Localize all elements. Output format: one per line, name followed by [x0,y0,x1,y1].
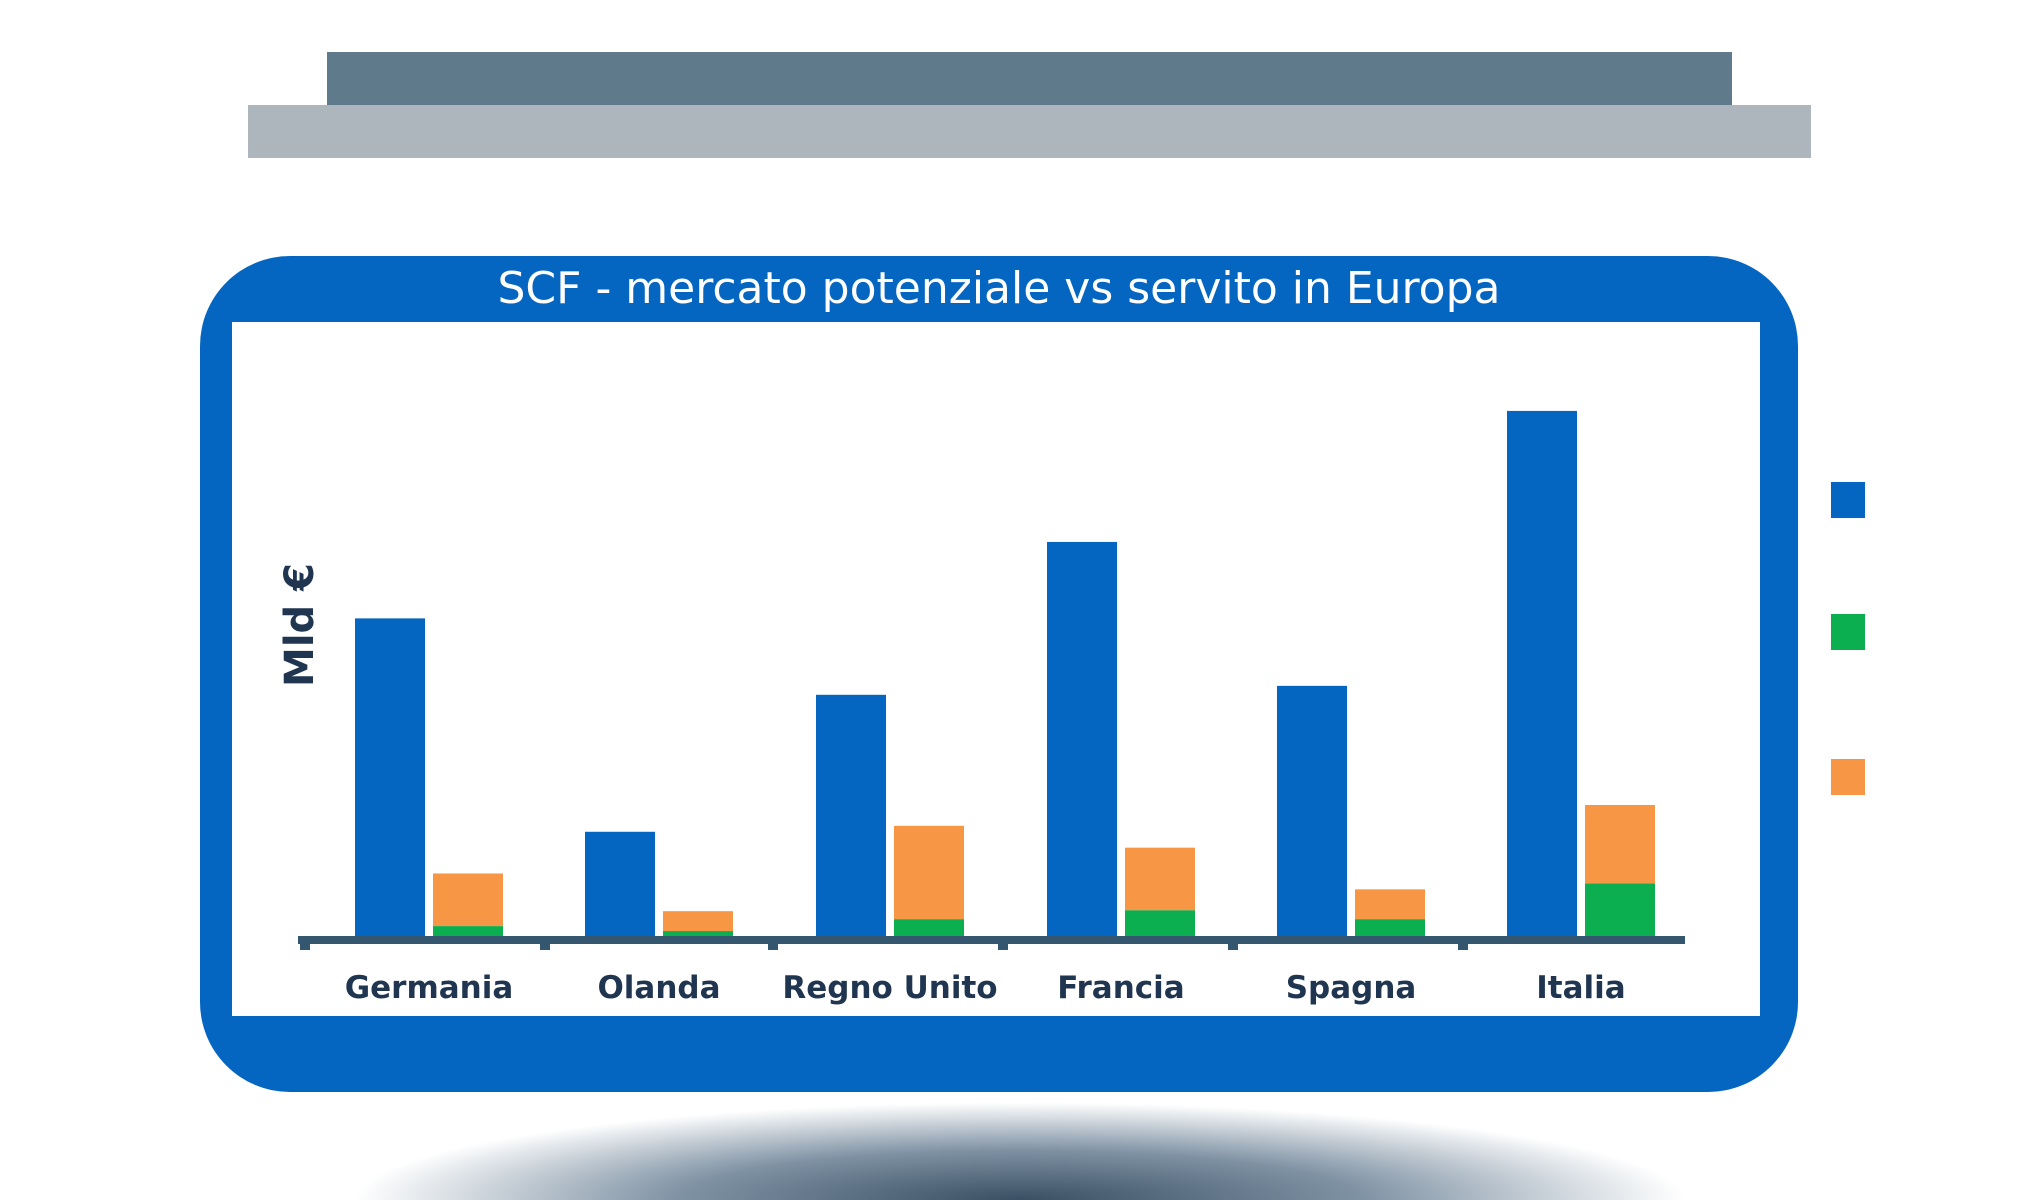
bar-series-3-regno-unito [894,825,964,920]
legend-swatch-series-3 [1831,759,1865,795]
x-tick-label-germania: Germania [345,970,514,1006]
x-tick-label-olanda: Olanda [597,970,720,1006]
bar-series-1-olanda [585,831,655,936]
chart-frame: SCF - mercato potenziale vs servito in E… [200,256,1798,1092]
bar-series-3-francia [1125,847,1195,911]
bar-series-3-italia [1585,804,1655,884]
bar-series-2-italia [1585,883,1655,936]
bar-series-2-olanda [663,931,733,936]
x-tick-label-spagna: Spagna [1286,970,1417,1006]
bar-series-1-regno-unito [816,694,886,936]
bar-series-2-germania [433,926,503,936]
x-axis-tick-5 [1228,942,1238,950]
bar-series-2-regno-unito [894,919,964,936]
bar-series-3-spagna [1355,889,1425,920]
x-axis-tick-4 [998,942,1008,950]
y-axis-label: Mld € [277,563,323,687]
bar-series-2-francia [1125,910,1195,936]
bar-series-1-francia [1047,541,1117,936]
legend-swatch-series-2 [1831,614,1865,650]
frame-shadow [200,1075,1840,1200]
header-bar-top [327,52,1732,106]
x-axis-tick-2 [540,942,550,950]
x-axis-tick-1 [300,942,310,950]
legend-swatch-series-1 [1831,482,1865,518]
bar-series-1-germania [355,618,425,936]
bar-series-3-olanda [663,911,733,932]
header-bar-bottom [248,105,1811,158]
bar-series-1-spagna [1277,685,1347,936]
x-axis-line [298,936,1685,944]
x-tick-label-italia: Italia [1536,970,1625,1006]
x-tick-label-francia: Francia [1057,970,1184,1006]
chart-title: SCF - mercato potenziale vs servito in E… [497,263,1501,314]
bar-series-3-germania [433,873,503,927]
x-axis-tick-6 [1458,942,1468,950]
x-axis-tick-3 [768,942,778,950]
bar-series-2-spagna [1355,919,1425,936]
bar-series-1-italia [1507,410,1577,936]
x-tick-label-regno-unito: Regno Unito [782,970,997,1006]
